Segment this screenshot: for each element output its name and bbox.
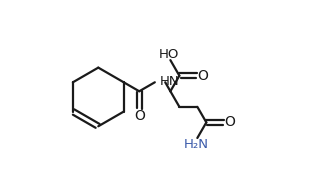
Text: O: O [134, 109, 145, 123]
Text: O: O [197, 69, 208, 83]
Text: HO: HO [158, 48, 179, 61]
Text: H₂N: H₂N [184, 138, 209, 151]
Text: HN: HN [159, 75, 179, 88]
Text: O: O [225, 115, 236, 129]
